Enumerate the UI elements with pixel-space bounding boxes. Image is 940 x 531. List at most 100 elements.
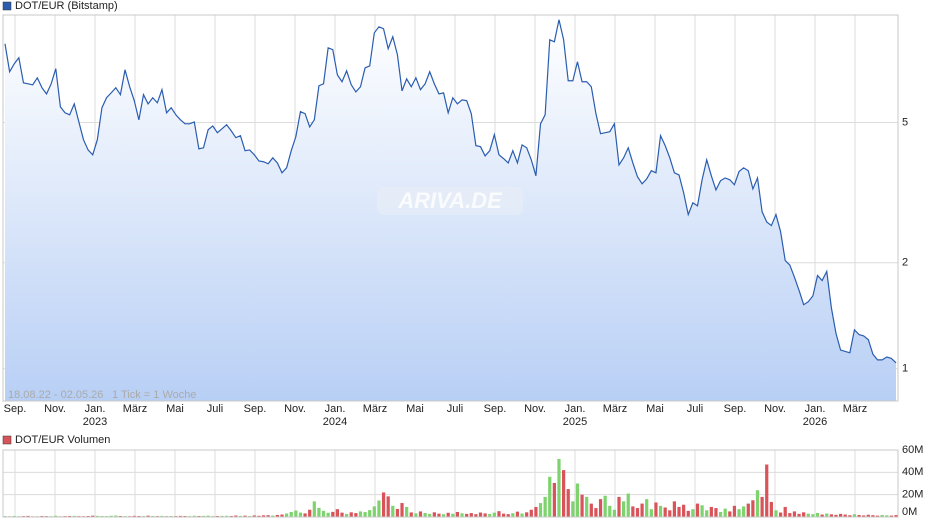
volume-bar [802,512,806,517]
volume-bar [649,509,653,517]
volume-bar [68,515,72,517]
volume-bar [331,511,335,517]
volume-bar [220,515,224,517]
volume-bar [437,513,441,517]
x-tick-label: Sep. [244,403,267,415]
volume-bar [677,506,681,517]
x-tick-label: März [603,403,627,415]
volume-bar [857,514,861,517]
volume-bar [224,515,229,517]
volume-bar [700,505,704,517]
volume-bar [709,506,713,517]
volume-bar [843,514,847,517]
volume-bar [811,514,815,517]
volume-bar [552,482,556,517]
volume-bar [400,503,404,517]
volume-bar [654,502,658,517]
x-tick-label: Mai [406,403,424,415]
volume-bar [862,515,866,517]
volume-bar [797,513,801,517]
volume-bar [26,515,30,517]
volume-bar [169,515,173,517]
volume-bar [617,496,621,517]
volume-bar [151,515,155,517]
volume-bar [640,503,644,517]
volume-bar [815,512,820,517]
volume-bar [538,503,543,517]
volume-bar [206,515,210,517]
volume-bar [368,510,372,517]
volume-bar [598,499,603,517]
volume-bar [317,507,321,517]
volume-bar [511,513,515,517]
volume-bar [229,515,233,517]
volume-bar [889,515,893,517]
volume-bar [234,515,238,517]
volume-bar [423,512,427,517]
x-tick-label: Sep. [724,403,747,415]
y-tick-label: 20M [902,489,923,501]
volume-bar [580,494,584,517]
volume-bar [645,499,649,517]
x-tick-label: Sep. [484,403,507,415]
volume-bar [391,505,395,517]
volume-bar [451,513,455,517]
volume-bar [723,508,727,517]
volume-bar [778,512,783,517]
volume-bar [663,507,667,517]
volume-bar [529,509,533,517]
volume-bar [86,515,90,517]
volume-bar [266,515,270,517]
y-tick-label: 0M [902,506,917,518]
volume-bar [275,514,279,517]
volume-bar [672,501,677,517]
x-tick-label: Jan. [85,403,106,415]
volume-bar [686,510,690,517]
volume-bar [492,512,496,517]
volume-bar [326,512,330,517]
volume-bar [40,515,44,517]
volume-bar [557,458,561,517]
volume-bar [718,511,723,517]
volume-bar [349,512,353,517]
volume-bar [742,506,746,517]
legend-swatch [2,1,12,11]
x-tick-label: Juli [687,403,704,415]
y-tick-label: 40M [902,466,923,478]
volume-bar [91,515,95,517]
volume-bar [746,503,750,517]
volume-bar [160,515,164,517]
volume-bar [294,510,298,517]
x-tick-label: Nov. [764,403,786,415]
plot-frame [2,449,899,518]
legend-label: DOT/EUR (Bitstamp) [15,0,118,12]
date-range: 18.08.22 - 02.05.26 [8,389,103,401]
y-tick-label: 1 [902,363,908,375]
volume-bar [866,514,870,517]
volume-bar [372,506,376,517]
volume-bar [381,492,386,517]
volume-bar [54,515,58,517]
x-year-label: 2025 [563,416,587,428]
volume-bar [834,514,838,517]
x-tick-label: Nov. [524,403,546,415]
volume-bar [691,509,695,517]
plot-area [3,450,898,517]
volume-bar [515,511,520,517]
volume-bar [146,515,150,517]
watermark-box [377,187,523,215]
volume-bar [474,514,478,517]
x-tick-label: Jan. [805,403,826,415]
volume-bar [751,500,755,517]
volume-bar [192,515,196,517]
plot-frame [2,14,899,402]
volume-bar [806,513,810,517]
volume-bar [460,513,464,517]
volume-bar [825,513,829,517]
volume-bar [432,512,436,517]
x-tick-label: Jan. [565,403,586,415]
legend-swatch [2,435,12,445]
price-line [4,19,897,364]
volume-bar [197,515,201,517]
